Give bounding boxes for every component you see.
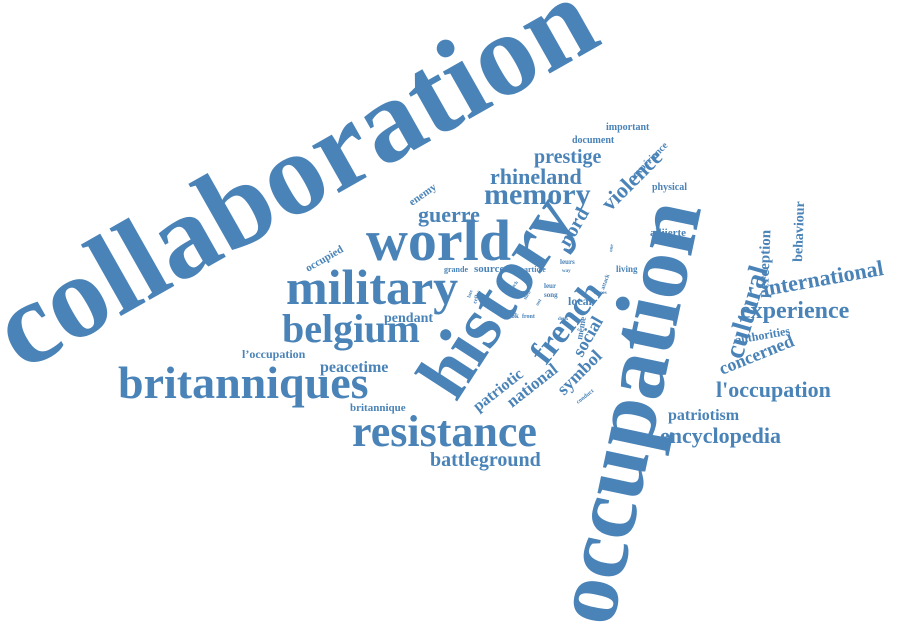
word-battleground: battleground [430, 449, 541, 471]
word-belgium: belgium [282, 306, 420, 351]
word-forces: forces [594, 291, 607, 296]
word-ont: ont [535, 298, 543, 307]
word-book: book [504, 312, 519, 320]
word-way: way [562, 269, 571, 274]
word-document: document [572, 135, 615, 146]
word-such: such [510, 280, 520, 291]
word-behaviour: behaviour [791, 201, 808, 262]
word-use: use [502, 284, 511, 293]
word-l-occupation-curly: l’occupation [242, 347, 306, 361]
word-peacetime: peacetime [320, 359, 388, 376]
word-source: source [474, 263, 504, 275]
word-physical: physical [652, 182, 687, 193]
word-prestige: prestige [534, 146, 602, 168]
word-britanniques: britanniques [118, 357, 369, 408]
word-one: one [609, 243, 615, 252]
word-meme: même [574, 316, 588, 340]
word-song: song [544, 291, 558, 299]
word-front: front [522, 314, 535, 320]
word-world: world [366, 208, 511, 273]
word-patriotism: patriotism [668, 407, 740, 424]
word-military: military [286, 259, 458, 315]
word-rhineland: rhineland [490, 164, 582, 189]
word-important: important [606, 122, 650, 133]
word-leurs: leurs [560, 258, 575, 266]
word-britannique: britannique [350, 402, 406, 414]
word-pendant: pendant [384, 311, 433, 326]
word-perception: perception [756, 229, 774, 298]
word-encyclopedia: encyclopedia [660, 423, 781, 448]
word-experience: experience [740, 298, 850, 324]
word-resistance: resistance [352, 407, 537, 456]
word-local: local [568, 294, 593, 308]
word-article: article [524, 265, 546, 274]
word-memory: memory [484, 178, 591, 211]
word-attack: attack [600, 273, 611, 291]
word-leur: leur [544, 282, 556, 290]
word-deux: deux [558, 317, 569, 322]
word-alliierte: alliierte [650, 227, 686, 239]
word-l-occupation: l'occupation [716, 377, 831, 402]
word-international: international [761, 255, 886, 301]
word-celles: celles [472, 289, 483, 305]
word-grande: grande [444, 265, 468, 274]
word-then: then [523, 290, 532, 301]
word-late: late [467, 289, 475, 299]
word-guerre: guerre [418, 202, 480, 227]
word-living: living [616, 264, 638, 274]
